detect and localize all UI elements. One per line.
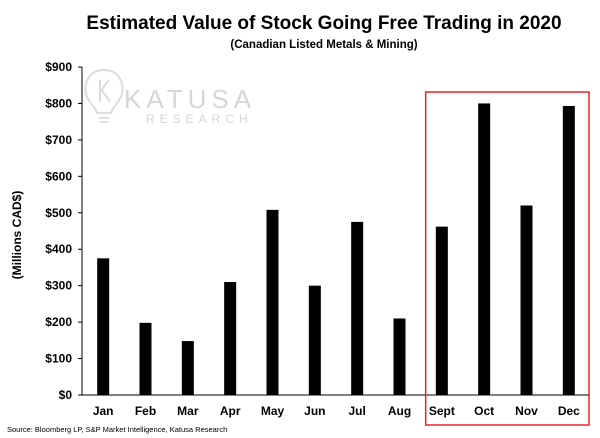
y-tick-label: $500 bbox=[45, 206, 72, 220]
x-tick-label: Aug bbox=[388, 404, 411, 418]
y-tick-label: $300 bbox=[45, 279, 72, 293]
bar-jul bbox=[351, 221, 364, 395]
bar-sept bbox=[435, 226, 448, 395]
x-tick-label: Feb bbox=[135, 404, 156, 418]
bar-feb bbox=[139, 322, 152, 395]
bar-apr bbox=[224, 282, 237, 395]
bar-oct bbox=[478, 103, 491, 395]
x-tick-label: May bbox=[261, 404, 285, 418]
y-tick-label: $200 bbox=[45, 315, 72, 329]
x-tick-label: Sept bbox=[429, 404, 455, 418]
x-tick-label: Oct bbox=[474, 404, 494, 418]
highlight-box bbox=[424, 91, 590, 426]
y-tick-label: $100 bbox=[45, 352, 72, 366]
bar-aug bbox=[393, 318, 406, 395]
katusa-watermark: KATUSA RESEARCH bbox=[84, 68, 256, 126]
watermark-sub: RESEARCH bbox=[146, 112, 253, 126]
y-axis-label: (Millions CAD$) bbox=[10, 191, 24, 280]
watermark-name: KATUSA bbox=[124, 84, 256, 114]
bar-may bbox=[266, 209, 279, 395]
y-tick-label: $600 bbox=[45, 169, 72, 183]
x-tick-label: Jun bbox=[304, 404, 325, 418]
bar-dec bbox=[562, 105, 575, 396]
y-axis-ticks: $0 $100 $200 $300 $400 $500 $600 $700 $800 $900 bbox=[45, 60, 82, 402]
y-tick-label: $0 bbox=[59, 388, 73, 402]
katusa-logo-icon bbox=[84, 68, 124, 123]
bar-jan bbox=[97, 258, 110, 395]
bar-mar bbox=[181, 341, 194, 395]
x-tick-label: Jan bbox=[93, 404, 114, 418]
x-tick-label: Jul bbox=[348, 404, 365, 418]
x-tick-label: Apr bbox=[220, 404, 241, 418]
y-tick-label: $800 bbox=[45, 96, 72, 110]
y-tick-label: $700 bbox=[45, 133, 72, 147]
bar-series bbox=[97, 103, 575, 396]
bar-nov bbox=[520, 205, 533, 395]
bar-jun bbox=[308, 285, 321, 395]
x-axis-ticks: Jan Feb Mar Apr May Jun Jul Aug Sept Oct Nov Dec bbox=[93, 404, 580, 418]
x-tick-label: Mar bbox=[177, 404, 199, 418]
x-tick-label: Dec bbox=[558, 404, 580, 418]
chart-subtitle: (Canadian Listed Metals & Mining) bbox=[230, 39, 417, 51]
chart-title: Estimated Value of Stock Going Free Trad… bbox=[86, 13, 561, 34]
y-tick-label: $400 bbox=[45, 242, 72, 256]
source-note: Source: Bloomberg LP, S&P Market Intelli… bbox=[7, 425, 227, 434]
y-tick-label: $900 bbox=[45, 60, 72, 74]
x-tick-label: Nov bbox=[515, 404, 538, 418]
